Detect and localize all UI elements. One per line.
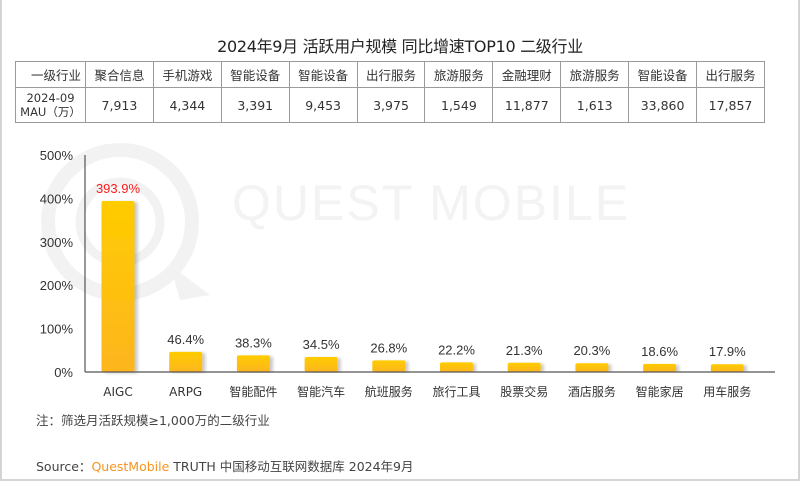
bar-value-label: 20.3%: [573, 343, 610, 358]
y-tick-label: 400%: [40, 191, 74, 206]
bar: [643, 363, 677, 372]
industry-cell: 金融理财: [492, 61, 562, 88]
row-header-month: 2024-09: [26, 91, 75, 105]
x-category-label: 智能家居: [636, 384, 684, 399]
bar-value-label: 38.3%: [235, 335, 272, 350]
bar: [236, 355, 270, 372]
source-brand: QuestMobile: [91, 459, 170, 474]
mau-cell: 11,877: [492, 87, 562, 123]
industry-cell: 手机游戏: [152, 61, 222, 88]
row-header-unit: MAU（万）: [20, 105, 81, 119]
mau-cell: 7,913: [85, 87, 154, 123]
x-category-label: 用车服务: [703, 384, 751, 399]
bar-value-label: 393.9%: [96, 181, 141, 196]
y-tick-label: 0%: [54, 365, 73, 380]
bar: [440, 362, 473, 372]
bar-value-label: 18.6%: [641, 344, 678, 359]
y-tick-label: 500%: [40, 148, 74, 163]
table-row-mau: 2024-09 MAU（万） 7,913 4,344 3,391 9,453 3,975…: [15, 87, 765, 123]
y-tick-label: 300%: [40, 235, 74, 250]
bar-value-label: 22.2%: [438, 342, 475, 357]
y-tick-label: 100%: [40, 322, 74, 337]
bar: [575, 363, 609, 372]
mau-cell: 3,975: [356, 87, 426, 123]
table-row-industry: 一级行业 聚合信息 手机游戏 智能设备 智能设备 出行服务 旅游服务 金融理财 旅游服务 智能设…: [15, 61, 765, 88]
bar-value-label: 46.4%: [167, 332, 204, 347]
x-category-label: 智能配件: [229, 384, 277, 399]
industry-cell: 旅游服务: [560, 61, 630, 88]
x-category-label: ARPG: [169, 385, 202, 399]
chart-title: 2024年9月 活跃用户规模 同比增速TOP10 二级行业: [217, 37, 583, 56]
industry-cell: 智能设备: [288, 61, 358, 88]
bar-value-label: 26.8%: [370, 340, 407, 355]
industry-cell: 旅游服务: [424, 61, 494, 88]
bar-value-label: 34.5%: [303, 337, 340, 352]
bar: [101, 201, 135, 372]
source-prefix: Source：: [36, 459, 92, 474]
x-category-label: 酒店服务: [568, 384, 616, 399]
mau-cell: 17,857: [696, 87, 765, 123]
row-header-mau: 2024-09 MAU（万）: [15, 87, 86, 123]
mau-table: 一级行业 聚合信息 手机游戏 智能设备 智能设备 出行服务 旅游服务 金融理财 旅游服务 智能设…: [15, 61, 765, 123]
mau-cell: 33,860: [628, 87, 698, 123]
x-category-label: 旅行工具: [432, 385, 480, 399]
y-tick-label: 200%: [40, 278, 74, 293]
mau-cell: 4,344: [152, 87, 222, 123]
bar: [304, 357, 338, 372]
x-category-label: 航班服务: [365, 384, 413, 399]
bar: [169, 351, 203, 372]
row-header-industry: 一级行业: [15, 61, 86, 88]
bar: [710, 364, 744, 372]
x-category-label: 智能汽车: [297, 384, 345, 399]
mau-cell: 1,613: [560, 87, 630, 123]
mau-cell: 1,549: [424, 87, 494, 123]
industry-cell: 智能设备: [628, 61, 698, 88]
bar-value-label: 17.9%: [709, 344, 746, 359]
bar: [507, 362, 541, 372]
industry-cell: 出行服务: [356, 61, 426, 88]
bar-value-label: 21.3%: [506, 343, 543, 358]
footnote: 注：筛选月活跃规模≥1,000万的二级行业: [36, 413, 270, 428]
source-rest: TRUTH 中国移动互联网数据库 2024年9月: [169, 459, 414, 474]
mau-cell: 9,453: [288, 87, 358, 123]
industry-cell: 出行服务: [696, 61, 765, 88]
source-line: Source：QuestMobile TRUTH 中国移动互联网数据库 2024…: [36, 456, 414, 475]
x-category-label: AIGC: [103, 385, 132, 399]
mau-cell: 3,391: [220, 87, 290, 123]
bar: [372, 360, 406, 372]
industry-cell: 智能设备: [220, 61, 290, 88]
x-category-label: 股票交易: [500, 384, 548, 399]
